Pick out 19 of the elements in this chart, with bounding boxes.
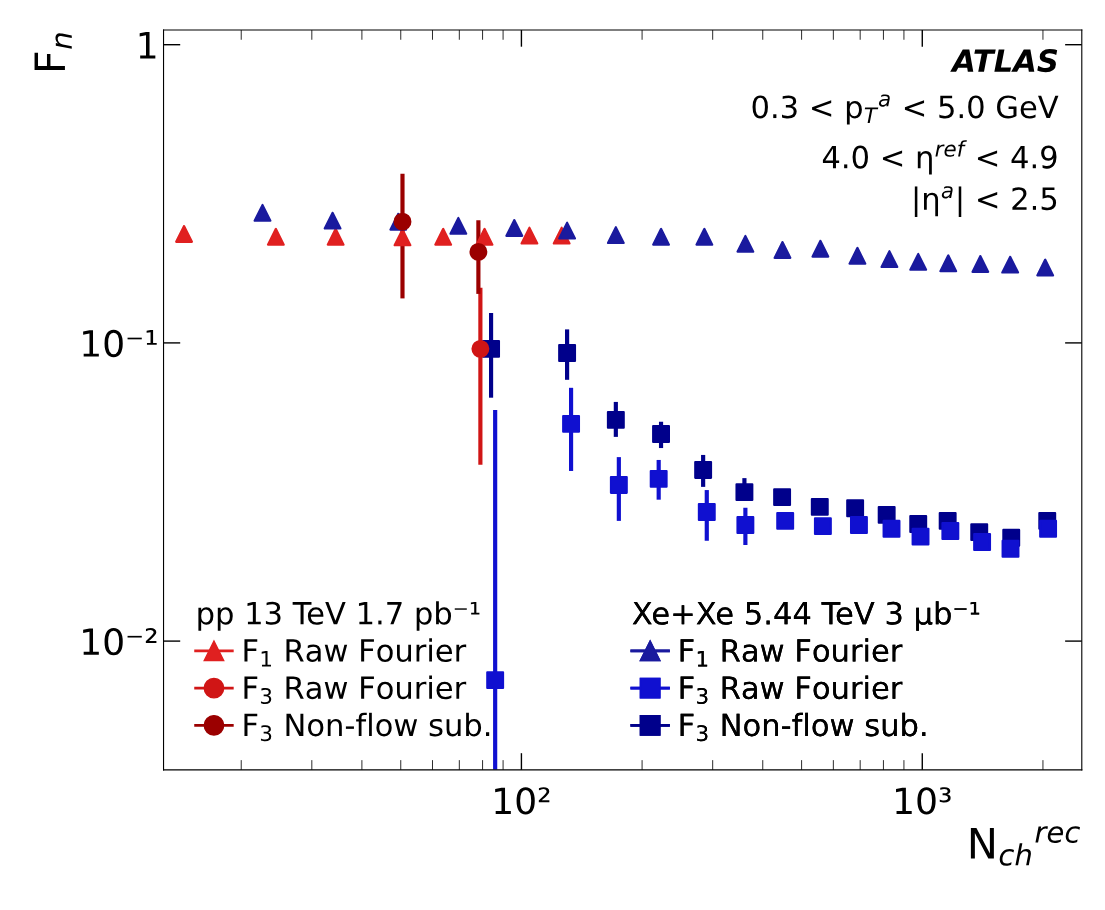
legend-label: F$_{1}$ Raw Fourier — [680, 638, 903, 667]
legend-label: F$_{3}$ Non-flow sub. — [680, 712, 926, 742]
y-tick-label: 10⁻¹ — [83, 329, 157, 358]
annotation: 0.3 < p$_{T}$$^{a}$ < 5.0 GeV — [752, 94, 1059, 125]
legend-label: F$_{3}$ Non-flow sub. — [244, 712, 490, 742]
annotation: ATLAS — [950, 49, 1058, 73]
legend-label: F$_{1}$ Raw Fourier — [244, 638, 467, 667]
y-tick-label: 1 — [139, 32, 156, 59]
annotation: Xe+Xe 5.44 TeV 3 μb⁻¹ — [632, 601, 980, 631]
x-axis-title: N$_{ch}$$^{rec}$ — [970, 826, 1080, 866]
x-tick-label: 10³ — [896, 787, 951, 815]
legend-label: F$_{3}$ Raw Fourier — [244, 675, 467, 705]
annotation: 4.0 < η$^{ref}$ < 4.9 — [822, 140, 1057, 175]
x-tick-label: 10² — [495, 787, 550, 815]
legend-label: F$_{3}$ Raw Fourier — [680, 675, 903, 705]
y-axis-title: F$_{n}$ — [34, 33, 72, 71]
y-tick-label: 10⁻² — [83, 628, 157, 656]
annotation: pp 13 TeV 1.7 pb⁻¹ — [198, 601, 480, 631]
annotation: |η$^{a}$| < 2.5 — [914, 186, 1057, 218]
